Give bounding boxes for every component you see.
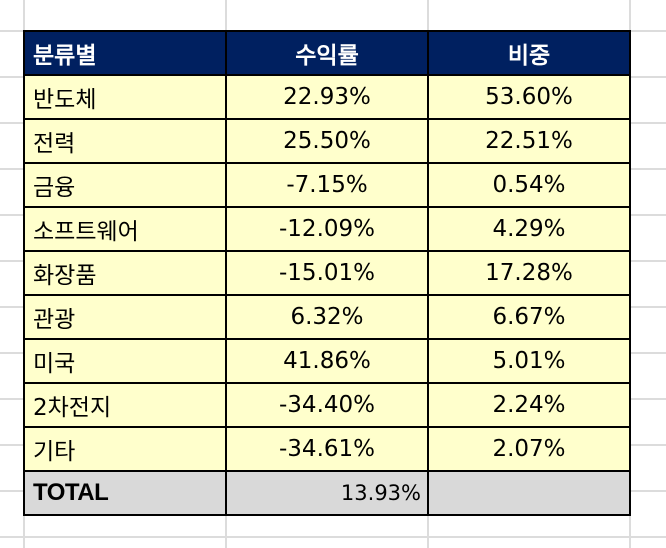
total-label-cell[interactable]: TOTAL — [23, 470, 227, 516]
header-weight-cell[interactable]: 비중 — [427, 30, 631, 76]
weight-cell[interactable]: 4.29% — [427, 206, 631, 252]
category-cell[interactable]: 2차전지 — [23, 382, 227, 428]
return-cell[interactable]: 22.93% — [225, 74, 429, 120]
total-row: TOTAL 13.93% — [23, 470, 631, 516]
category-cell[interactable]: 화장품 — [23, 250, 227, 296]
return-cell[interactable]: -34.61% — [225, 426, 429, 472]
header-row: 분류별 수익률 비중 — [23, 30, 631, 76]
weight-cell[interactable]: 5.01% — [427, 338, 631, 384]
category-cell[interactable]: 전력 — [23, 118, 227, 164]
category-cell[interactable]: 기타 — [23, 426, 227, 472]
table-row: 반도체 22.93% 53.60% — [23, 74, 631, 120]
table-row: 2차전지 -34.40% 2.24% — [23, 382, 631, 428]
return-cell[interactable]: -34.40% — [225, 382, 429, 428]
weight-cell[interactable]: 53.60% — [427, 74, 631, 120]
category-cell[interactable]: 소프트웨어 — [23, 206, 227, 252]
weight-cell[interactable]: 0.54% — [427, 162, 631, 208]
return-cell[interactable]: 41.86% — [225, 338, 429, 384]
return-cell[interactable]: -15.01% — [225, 250, 429, 296]
category-cell[interactable]: 반도체 — [23, 74, 227, 120]
weight-cell[interactable]: 6.67% — [427, 294, 631, 340]
returns-table: 분류별 수익률 비중 반도체 22.93% 53.60% 전력 25.50% 2… — [23, 30, 631, 516]
weight-cell[interactable]: 2.07% — [427, 426, 631, 472]
header-return-cell[interactable]: 수익률 — [225, 30, 429, 76]
spreadsheet-range: 분류별 수익률 비중 반도체 22.93% 53.60% 전력 25.50% 2… — [23, 30, 631, 516]
return-cell[interactable]: 25.50% — [225, 118, 429, 164]
table-row: 전력 25.50% 22.51% — [23, 118, 631, 164]
table-row: 기타 -34.61% 2.07% — [23, 426, 631, 472]
weight-cell[interactable]: 17.28% — [427, 250, 631, 296]
category-cell[interactable]: 관광 — [23, 294, 227, 340]
table-row: 화장품 -15.01% 17.28% — [23, 250, 631, 296]
table-row: 관광 6.32% 6.67% — [23, 294, 631, 340]
return-cell[interactable]: 6.32% — [225, 294, 429, 340]
return-cell[interactable]: -12.09% — [225, 206, 429, 252]
table-row: 소프트웨어 -12.09% 4.29% — [23, 206, 631, 252]
table-row: 미국 41.86% 5.01% — [23, 338, 631, 384]
weight-cell[interactable]: 22.51% — [427, 118, 631, 164]
category-cell[interactable]: 금융 — [23, 162, 227, 208]
category-cell[interactable]: 미국 — [23, 338, 227, 384]
return-cell[interactable]: -7.15% — [225, 162, 429, 208]
header-category-cell[interactable]: 분류별 — [23, 30, 227, 76]
table-row: 금융 -7.15% 0.54% — [23, 162, 631, 208]
total-weight-cell[interactable] — [427, 470, 631, 516]
total-return-cell[interactable]: 13.93% — [225, 470, 429, 516]
weight-cell[interactable]: 2.24% — [427, 382, 631, 428]
